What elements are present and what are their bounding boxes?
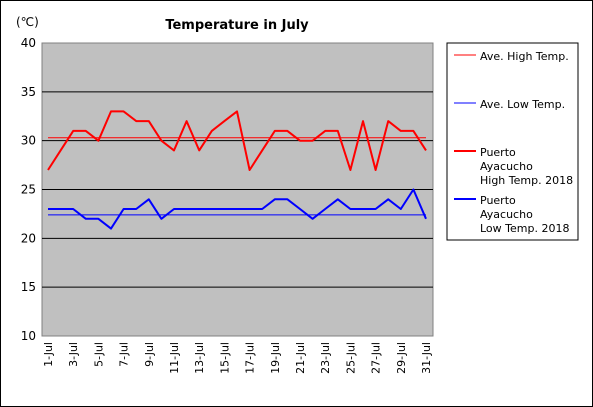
x-tick-label: 29-Jul: [395, 342, 408, 374]
legend-label: Ayacucho: [480, 208, 533, 221]
legend-label: Puerto: [480, 194, 516, 207]
legend-label: Puerto: [480, 146, 516, 159]
x-tick-label: 13-Jul: [193, 342, 206, 374]
x-tick-label: 25-Jul: [344, 342, 357, 374]
y-tick-label: 10: [21, 329, 36, 343]
y-tick-label: 40: [21, 36, 36, 50]
y-tick-label: 20: [21, 231, 36, 245]
x-tick-label: 19-Jul: [269, 342, 282, 374]
x-tick-label: 7-Jul: [118, 342, 131, 367]
x-tick-label: 3-Jul: [67, 342, 80, 367]
y-tick-label: 25: [21, 183, 36, 197]
legend-label: Ave. High Temp.: [480, 50, 569, 63]
y-axis-ticks: 10 15 20 25 30 35 40: [21, 36, 36, 343]
x-tick-label: 15-Jul: [218, 342, 231, 374]
legend: Ave. High Temp.Ave. Low Temp.PuertoAyacu…: [454, 50, 573, 235]
series-line: [47, 110, 427, 171]
x-tick-label: 23-Jul: [319, 342, 332, 374]
legend-label: High Temp. 2018: [480, 174, 573, 187]
x-axis-ticks: 1-Jul 3-Jul 5-Jul 7-Jul 9-Jul 11-Jul 13-Jul 15-…: [42, 342, 433, 374]
x-tick-label: 5-Jul: [92, 342, 105, 367]
x-tick-label: 1-Jul: [42, 342, 55, 367]
x-tick-label: 11-Jul: [168, 342, 181, 374]
x-tick-label: 17-Jul: [244, 342, 257, 374]
x-tick-label: 21-Jul: [294, 342, 307, 374]
x-tick-label: 31-Jul: [420, 342, 433, 374]
y-unit-label: (℃): [16, 15, 39, 29]
legend-label: Low Temp. 2018: [480, 222, 569, 235]
y-tick-label: 15: [21, 280, 36, 294]
legend-box: [446, 42, 579, 241]
legend-label: Ayacucho: [480, 160, 533, 173]
x-tick-label: 9-Jul: [143, 342, 156, 367]
y-tick-label: 35: [21, 85, 36, 99]
series-line: [48, 188, 427, 230]
x-tick-label: 27-Jul: [370, 342, 383, 374]
legend-label: Ave. Low Temp.: [480, 98, 565, 111]
y-tick-label: 30: [21, 134, 36, 148]
chart-title: Temperature in July: [165, 18, 309, 33]
series-lines: [47, 110, 427, 230]
